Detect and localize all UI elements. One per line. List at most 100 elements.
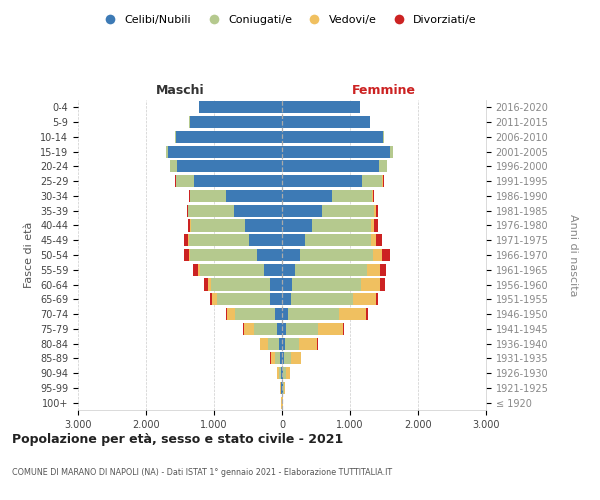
Bar — [353, 293, 376, 306]
Bar — [305, 234, 371, 246]
Bar — [275, 352, 280, 364]
Bar — [382, 249, 390, 261]
Bar — [282, 367, 283, 379]
Bar — [271, 293, 282, 306]
Bar — [191, 220, 245, 232]
Bar — [373, 249, 382, 261]
Bar — [380, 278, 385, 290]
Bar — [371, 234, 376, 246]
Bar — [286, 367, 290, 379]
Bar — [184, 234, 188, 246]
Bar — [199, 102, 282, 114]
Bar — [376, 204, 378, 217]
Bar — [190, 190, 226, 202]
Bar — [193, 264, 198, 276]
Bar — [254, 323, 277, 335]
Bar — [317, 338, 319, 349]
Bar — [282, 352, 284, 364]
Bar — [190, 116, 282, 128]
Bar — [367, 264, 380, 276]
Bar — [343, 323, 344, 335]
Bar — [371, 220, 374, 232]
Bar — [283, 382, 284, 394]
Text: COMUNE DI MARANO DI NAPOLI (NA) - Dati ISTAT 1° gennaio 2021 - Elaborazione TUTT: COMUNE DI MARANO DI NAPOLI (NA) - Dati I… — [12, 468, 392, 477]
Bar — [282, 293, 291, 306]
Legend: Celibi/Nubili, Coniugati/e, Vedovi/e, Divorziati/e: Celibi/Nubili, Coniugati/e, Vedovi/e, Di… — [95, 10, 481, 29]
Bar — [250, 234, 282, 246]
Bar — [235, 204, 282, 217]
Bar — [226, 190, 282, 202]
Bar — [168, 146, 282, 158]
Bar — [281, 367, 282, 379]
Bar — [318, 323, 343, 335]
Bar — [291, 352, 301, 364]
Bar — [312, 220, 371, 232]
Bar — [383, 131, 384, 143]
Bar — [217, 293, 271, 306]
Bar — [190, 249, 257, 261]
Bar — [365, 308, 368, 320]
Bar — [372, 190, 373, 202]
Bar — [198, 264, 200, 276]
Bar — [282, 204, 322, 217]
Bar — [212, 293, 217, 306]
Bar — [282, 278, 292, 290]
Text: Popolazione per età, sesso e stato civile - 2021: Popolazione per età, sesso e stato civil… — [12, 432, 343, 446]
Bar — [300, 249, 373, 261]
Bar — [204, 278, 208, 290]
Text: Maschi: Maschi — [155, 84, 205, 97]
Y-axis label: Anni di nascita: Anni di nascita — [568, 214, 578, 296]
Bar — [282, 308, 288, 320]
Bar — [278, 338, 282, 349]
Bar — [295, 264, 367, 276]
Bar — [277, 323, 282, 335]
Bar — [361, 278, 380, 290]
Bar — [284, 352, 291, 364]
Bar — [194, 175, 282, 187]
Bar — [260, 338, 268, 349]
Bar — [211, 293, 212, 306]
Bar — [280, 352, 282, 364]
Bar — [299, 338, 317, 349]
Bar — [279, 367, 281, 379]
Bar — [291, 293, 353, 306]
Bar — [374, 204, 376, 217]
Bar — [332, 190, 372, 202]
Bar — [188, 234, 189, 246]
Bar — [282, 175, 362, 187]
Bar — [176, 131, 282, 143]
Bar — [176, 160, 282, 172]
Bar — [282, 190, 332, 202]
Bar — [200, 264, 265, 276]
Bar — [282, 220, 312, 232]
Bar — [288, 308, 340, 320]
Bar — [226, 308, 227, 320]
Bar — [390, 146, 392, 158]
Bar — [283, 367, 286, 379]
Y-axis label: Fasce di età: Fasce di età — [25, 222, 34, 288]
Bar — [176, 175, 194, 187]
Bar — [227, 308, 235, 320]
Bar — [292, 278, 361, 290]
Bar — [282, 102, 359, 114]
Bar — [282, 338, 285, 349]
Bar — [284, 382, 285, 394]
Bar — [189, 190, 190, 202]
Bar — [282, 264, 295, 276]
Bar — [265, 264, 282, 276]
Bar — [268, 338, 278, 349]
Bar — [382, 175, 383, 187]
Bar — [376, 234, 382, 246]
Text: Femmine: Femmine — [352, 84, 416, 97]
Bar — [175, 175, 176, 187]
Bar — [189, 234, 250, 246]
Bar — [187, 204, 188, 217]
Bar — [340, 308, 365, 320]
Bar — [282, 234, 305, 246]
Bar — [374, 220, 378, 232]
Bar — [211, 278, 270, 290]
Bar — [257, 249, 282, 261]
Bar — [376, 293, 378, 306]
Bar — [235, 308, 275, 320]
Bar — [188, 204, 235, 217]
